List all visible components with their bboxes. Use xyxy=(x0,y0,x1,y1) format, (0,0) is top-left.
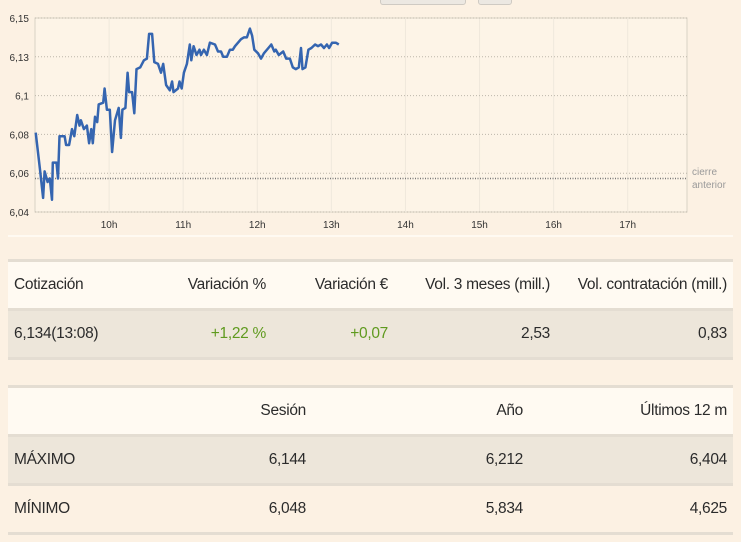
quote-header-row: Cotización Variación % Variación € Vol. … xyxy=(8,260,733,310)
minimo-12m: 4,625 xyxy=(689,500,728,517)
header-sesion: Sesión xyxy=(260,402,306,419)
maximo-12m: 6,404 xyxy=(689,451,728,468)
header-cotizacion: Cotización xyxy=(14,276,84,293)
quote-table: Cotización Variación % Variación € Vol. … xyxy=(8,259,733,360)
y-tick-label: 6,06 xyxy=(10,169,30,180)
y-tick-label: 6,15 xyxy=(10,14,30,25)
x-tick-label: 13h xyxy=(323,220,340,231)
vol-contratacion-value: 0,83 xyxy=(698,325,727,342)
variacion-pct-value: +1,22 % xyxy=(210,325,267,342)
chart-range-button-1[interactable] xyxy=(380,0,466,5)
previous-close-label-line1: cierre xyxy=(692,167,717,178)
x-tick-label: 11h xyxy=(175,220,191,231)
minimo-label: MÍNIMO xyxy=(14,500,70,517)
variacion-eur-value: +0,07 xyxy=(350,325,388,342)
x-tick-label: 15h xyxy=(471,220,488,231)
y-tick-label: 6,13 xyxy=(10,53,30,64)
maximo-sesion: 6,144 xyxy=(268,451,307,468)
vol-3-meses-value: 2,53 xyxy=(521,325,550,342)
header-variacion-pct: Variación % xyxy=(187,276,267,293)
minimo-ano: 5,834 xyxy=(485,500,524,517)
price-series-line xyxy=(34,27,340,201)
x-tick-label: 10h xyxy=(101,220,118,231)
minimo-row: MÍNIMO 6,048 5,834 4,625 xyxy=(8,484,733,534)
header-vol-contratacion: Vol. contratación (mill.) xyxy=(577,276,728,293)
header-empty xyxy=(8,387,140,436)
header-vol-3-meses: Vol. 3 meses (mill.) xyxy=(425,276,550,293)
x-tick-label: 14h xyxy=(397,220,414,231)
y-tick-label: 6,1 xyxy=(15,92,29,103)
range-table: Sesión Año Últimos 12 m MÁXIMO 6,144 6,2… xyxy=(8,385,733,535)
x-tick-label: 17h xyxy=(619,220,636,231)
x-tick-label: 16h xyxy=(545,220,562,231)
quote-values-row: 6,134(13:08) +1,22 % +0,07 2,53 0,83 xyxy=(8,309,733,359)
cotizacion-value: 6,134(13:08) xyxy=(14,325,99,342)
previous-close-label-line2: anterior xyxy=(692,180,727,191)
range-header-row: Sesión Año Últimos 12 m xyxy=(8,386,733,436)
maximo-row: MÁXIMO 6,144 6,212 6,404 xyxy=(8,435,733,485)
header-ultimos-12m: Últimos 12 m xyxy=(640,402,727,419)
chart-range-button-2[interactable] xyxy=(478,0,512,5)
header-ano: Año xyxy=(496,402,523,419)
minimo-sesion: 6,048 xyxy=(268,500,307,517)
y-tick-label: 6,04 xyxy=(10,208,30,219)
plot-area xyxy=(34,17,688,213)
header-variacion-eur: Variación € xyxy=(314,276,388,293)
x-tick-label: 12h xyxy=(249,220,266,231)
y-tick-label: 6,08 xyxy=(10,130,30,141)
maximo-ano: 6,212 xyxy=(485,451,524,468)
maximo-label: MÁXIMO xyxy=(14,451,76,468)
intraday-price-chart: 10h 11h 12h 13h 14h 15h 16h 17h 6,15 6,13 6,1 6,08 6… xyxy=(8,14,733,237)
